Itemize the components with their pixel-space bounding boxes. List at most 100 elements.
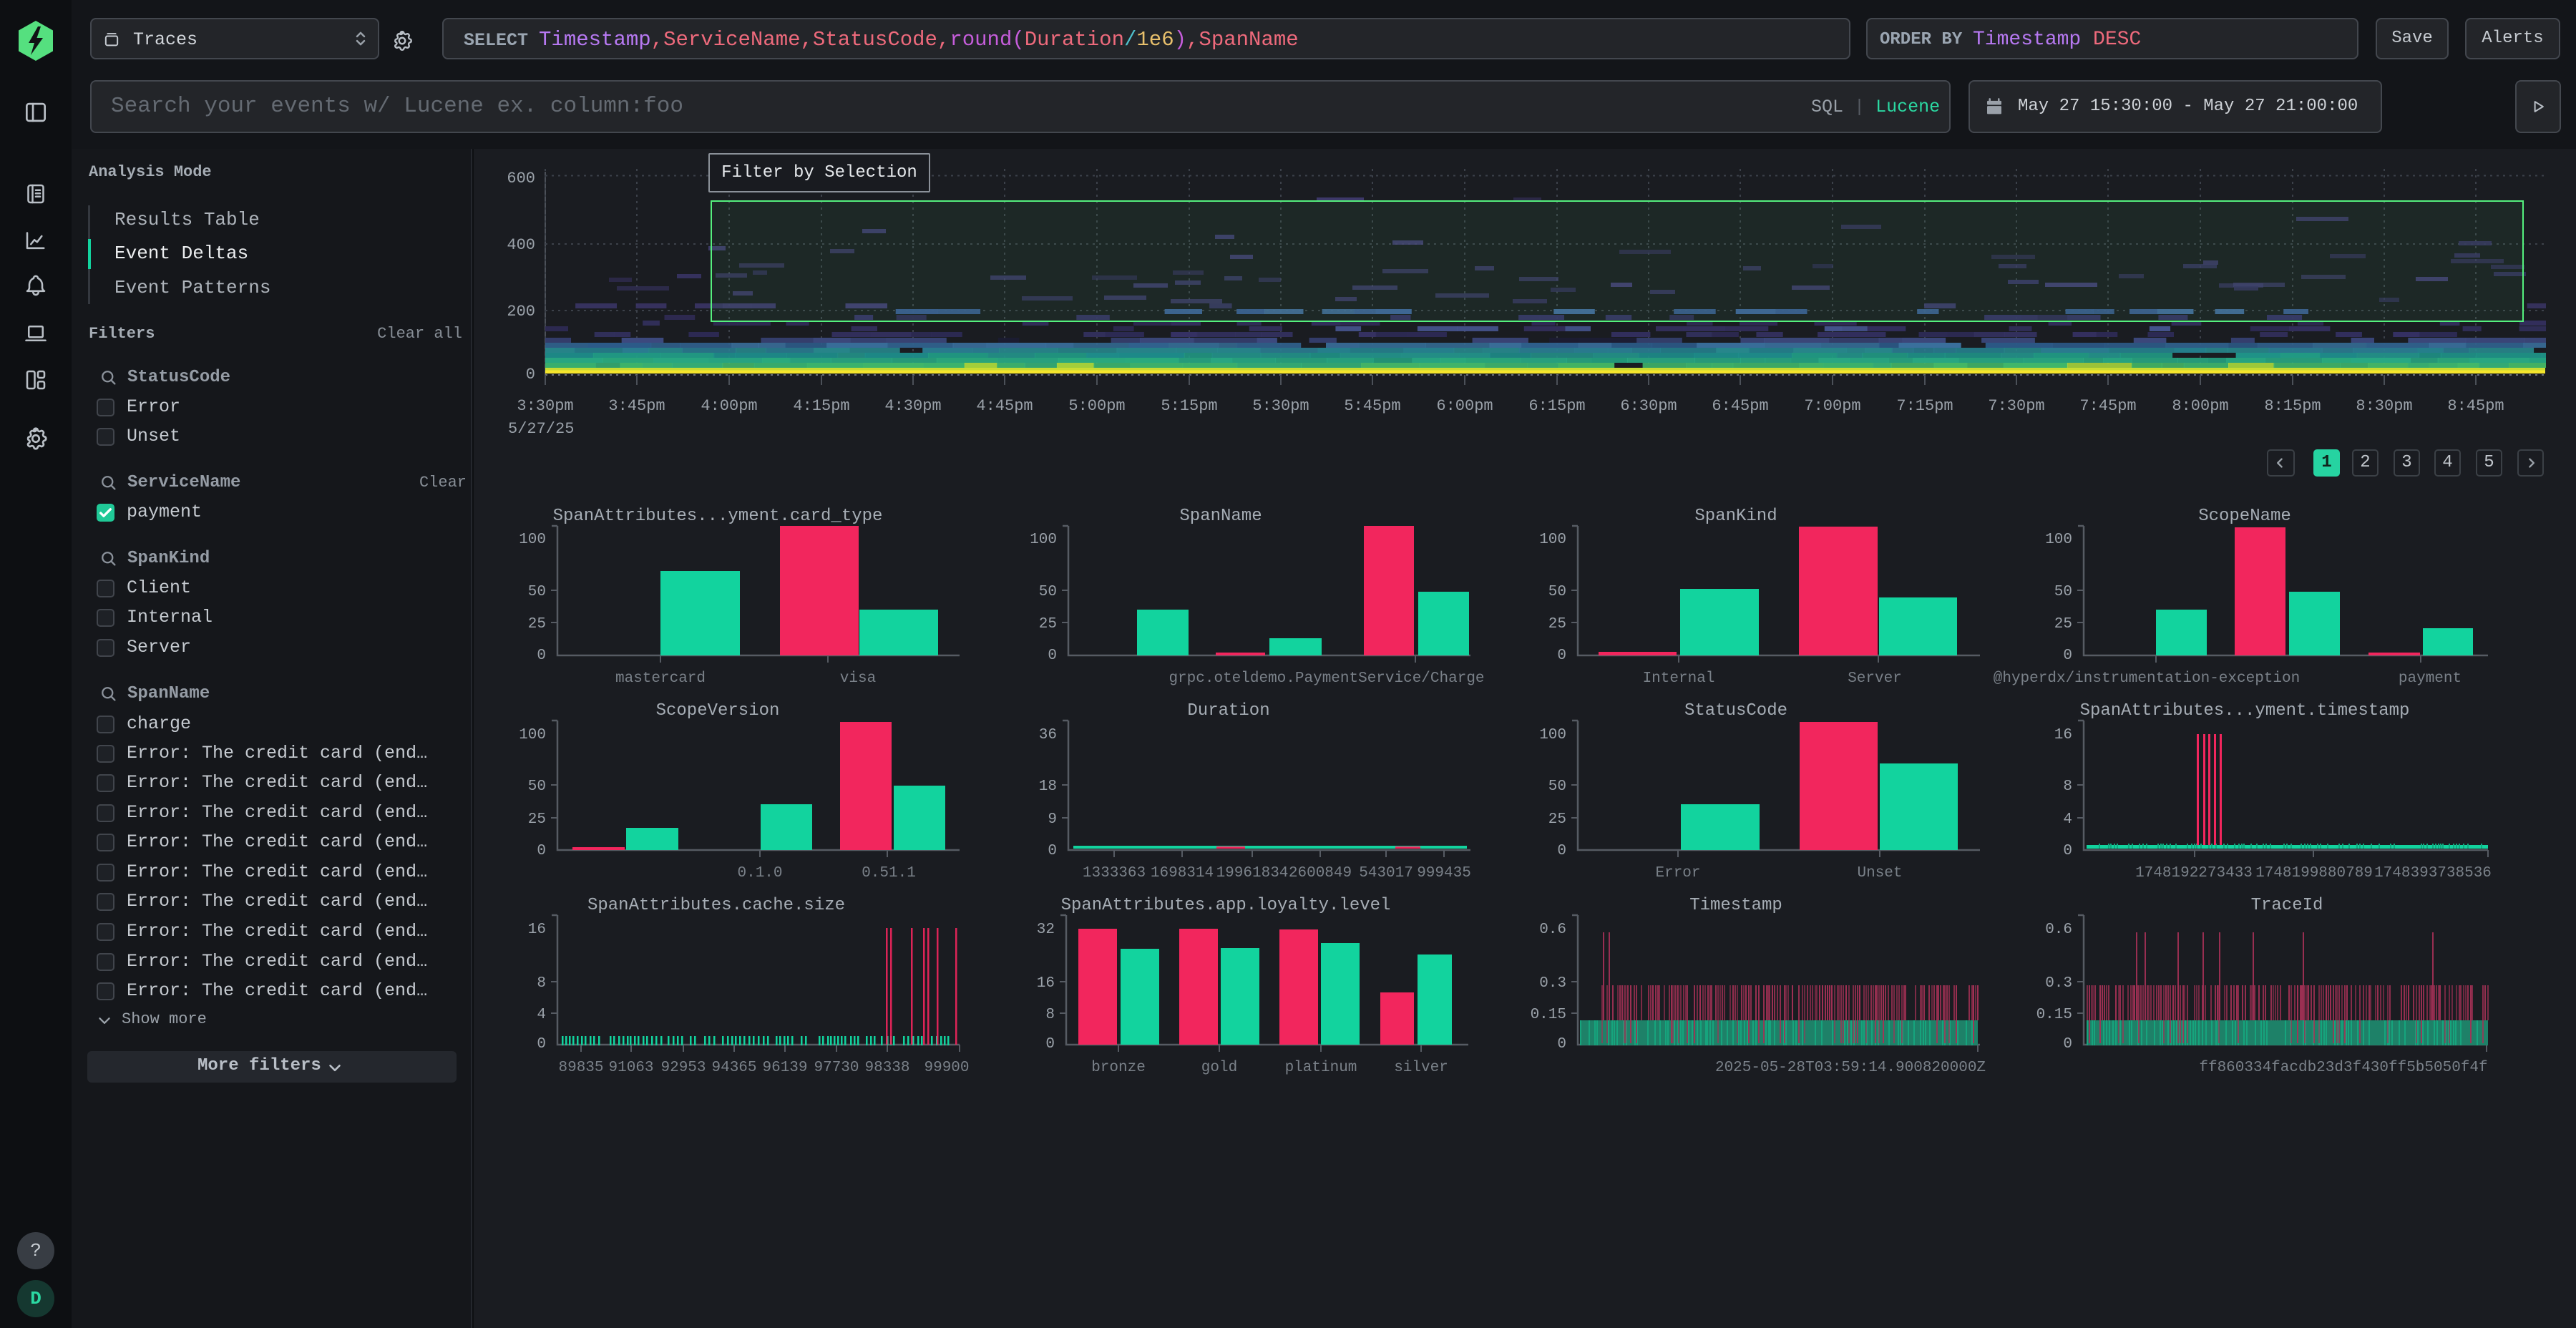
svg-text:platinum: platinum bbox=[1285, 1060, 1357, 1076]
svg-text:0.3: 0.3 bbox=[2045, 975, 2072, 992]
svg-text:5:15pm: 5:15pm bbox=[1161, 397, 1217, 415]
svg-text:payment: payment bbox=[2399, 670, 2462, 687]
svg-text:8:15pm: 8:15pm bbox=[2264, 397, 2321, 415]
svg-text:16: 16 bbox=[1037, 975, 1055, 992]
svg-text:8: 8 bbox=[2063, 778, 2072, 795]
svg-text:Error: Error bbox=[1655, 865, 1700, 882]
svg-text:4:15pm: 4:15pm bbox=[793, 397, 849, 415]
svg-text:0.3: 0.3 bbox=[1539, 975, 1566, 992]
svg-text:4: 4 bbox=[2063, 811, 2072, 828]
svg-text:0: 0 bbox=[1557, 1036, 1566, 1053]
svg-text:5:00pm: 5:00pm bbox=[1068, 397, 1125, 415]
svg-text:999435: 999435 bbox=[1417, 865, 1471, 882]
svg-text:3:30pm: 3:30pm bbox=[517, 397, 573, 415]
svg-text:SpanKind: SpanKind bbox=[1694, 507, 1777, 526]
svg-text:Server: Server bbox=[1848, 670, 1902, 687]
svg-text:8: 8 bbox=[1045, 1007, 1055, 1023]
svg-text:16: 16 bbox=[2054, 727, 2072, 743]
svg-text:6:15pm: 6:15pm bbox=[1528, 397, 1585, 415]
svg-text:mastercard: mastercard bbox=[615, 670, 706, 687]
svg-text:0: 0 bbox=[1557, 648, 1566, 664]
svg-text:16: 16 bbox=[528, 922, 546, 938]
svg-text:0: 0 bbox=[537, 1036, 546, 1053]
svg-text:25: 25 bbox=[1039, 616, 1057, 633]
svg-text:18: 18 bbox=[1039, 778, 1057, 795]
svg-text:0.6: 0.6 bbox=[2045, 922, 2072, 938]
svg-text:0.1.0: 0.1.0 bbox=[737, 865, 782, 882]
svg-text:4:30pm: 4:30pm bbox=[884, 397, 941, 415]
svg-text:5:45pm: 5:45pm bbox=[1344, 397, 1400, 415]
svg-text:0: 0 bbox=[1557, 843, 1566, 859]
svg-text:2025-05-28T03:59:14.900820000Z: 2025-05-28T03:59:14.900820000Z bbox=[1715, 1060, 1986, 1076]
svg-text:0.6: 0.6 bbox=[1539, 922, 1566, 938]
svg-text:6:45pm: 6:45pm bbox=[1712, 397, 1768, 415]
svg-text:8:00pm: 8:00pm bbox=[2172, 397, 2228, 415]
svg-text:5:30pm: 5:30pm bbox=[1252, 397, 1309, 415]
svg-text:36: 36 bbox=[1039, 727, 1057, 743]
svg-text:7:45pm: 7:45pm bbox=[2079, 397, 2136, 415]
svg-text:94365: 94365 bbox=[711, 1060, 756, 1076]
svg-text:1748192273433: 1748192273433 bbox=[2135, 865, 2253, 882]
svg-text:50: 50 bbox=[2054, 584, 2072, 600]
svg-text:5/27/25: 5/27/25 bbox=[508, 420, 574, 438]
svg-text:32: 32 bbox=[1037, 922, 1055, 938]
svg-text:0: 0 bbox=[2063, 648, 2072, 664]
svg-text:0: 0 bbox=[2063, 843, 2072, 859]
svg-text:ff860334facdb23d3f430ff5b5050f: ff860334facdb23d3f430ff5b5050f4f bbox=[2199, 1060, 2487, 1076]
svg-text:97730: 97730 bbox=[814, 1060, 859, 1076]
svg-text:0: 0 bbox=[526, 366, 535, 384]
svg-text:visa: visa bbox=[840, 670, 876, 687]
svg-text:3:45pm: 3:45pm bbox=[608, 397, 665, 415]
svg-text:0.51.1: 0.51.1 bbox=[862, 865, 916, 882]
svg-text:SpanAttributes.cache.size: SpanAttributes.cache.size bbox=[587, 896, 845, 915]
svg-text:4: 4 bbox=[537, 1007, 546, 1023]
svg-text:25: 25 bbox=[528, 616, 546, 633]
svg-text:1333363: 1333363 bbox=[1083, 865, 1146, 882]
svg-text:100: 100 bbox=[1030, 532, 1057, 548]
svg-text:7:00pm: 7:00pm bbox=[1804, 397, 1860, 415]
svg-text:25: 25 bbox=[1548, 811, 1566, 828]
svg-text:1698314: 1698314 bbox=[1151, 865, 1214, 882]
svg-text:25: 25 bbox=[528, 811, 546, 828]
svg-text:543017: 543017 bbox=[1359, 865, 1413, 882]
svg-text:8:45pm: 8:45pm bbox=[2447, 397, 2504, 415]
svg-text:Internal: Internal bbox=[1643, 670, 1715, 687]
svg-text:ScopeName: ScopeName bbox=[2198, 507, 2291, 526]
svg-text:0: 0 bbox=[537, 843, 546, 859]
svg-text:StatusCode: StatusCode bbox=[1684, 701, 1787, 721]
svg-text:SpanAttributes...yment.card_ty: SpanAttributes...yment.card_type bbox=[553, 507, 883, 526]
svg-text:Timestamp: Timestamp bbox=[1689, 896, 1782, 915]
svg-text:Unset: Unset bbox=[1857, 865, 1902, 882]
svg-text:50: 50 bbox=[1039, 584, 1057, 600]
svg-text:grpc.oteldemo.PaymentService/C: grpc.oteldemo.PaymentService/Charge bbox=[1169, 670, 1484, 687]
svg-text:gold: gold bbox=[1201, 1060, 1237, 1076]
svg-text:2600849: 2600849 bbox=[1289, 865, 1352, 882]
svg-text:25: 25 bbox=[1548, 616, 1566, 633]
svg-text:8:30pm: 8:30pm bbox=[2356, 397, 2412, 415]
svg-text:7:15pm: 7:15pm bbox=[1896, 397, 1953, 415]
svg-text:1748393738536: 1748393738536 bbox=[2374, 865, 2492, 882]
svg-text:100: 100 bbox=[2045, 532, 2072, 548]
svg-text:50: 50 bbox=[528, 584, 546, 600]
svg-text:0: 0 bbox=[1045, 1036, 1055, 1053]
svg-text:25: 25 bbox=[2054, 616, 2072, 633]
svg-text:98338: 98338 bbox=[864, 1060, 909, 1076]
svg-text:TraceId: TraceId bbox=[2251, 896, 2323, 915]
svg-text:6:30pm: 6:30pm bbox=[1620, 397, 1677, 415]
svg-text:Duration: Duration bbox=[1187, 701, 1269, 721]
svg-text:0.15: 0.15 bbox=[2036, 1007, 2072, 1023]
svg-text:50: 50 bbox=[528, 778, 546, 795]
svg-text:ScopeVersion: ScopeVersion bbox=[656, 701, 780, 721]
svg-text:600: 600 bbox=[507, 170, 535, 187]
svg-text:91063: 91063 bbox=[608, 1060, 653, 1076]
svg-text:100: 100 bbox=[519, 727, 546, 743]
svg-text:SpanName: SpanName bbox=[1179, 507, 1262, 526]
svg-text:4:45pm: 4:45pm bbox=[976, 397, 1033, 415]
svg-text:0: 0 bbox=[1048, 843, 1057, 859]
svg-text:92953: 92953 bbox=[660, 1060, 706, 1076]
svg-text:7:30pm: 7:30pm bbox=[1988, 397, 2044, 415]
svg-text:0: 0 bbox=[1048, 648, 1057, 664]
svg-text:0: 0 bbox=[2063, 1036, 2072, 1053]
svg-text:89835: 89835 bbox=[558, 1060, 603, 1076]
svg-text:6:00pm: 6:00pm bbox=[1436, 397, 1493, 415]
